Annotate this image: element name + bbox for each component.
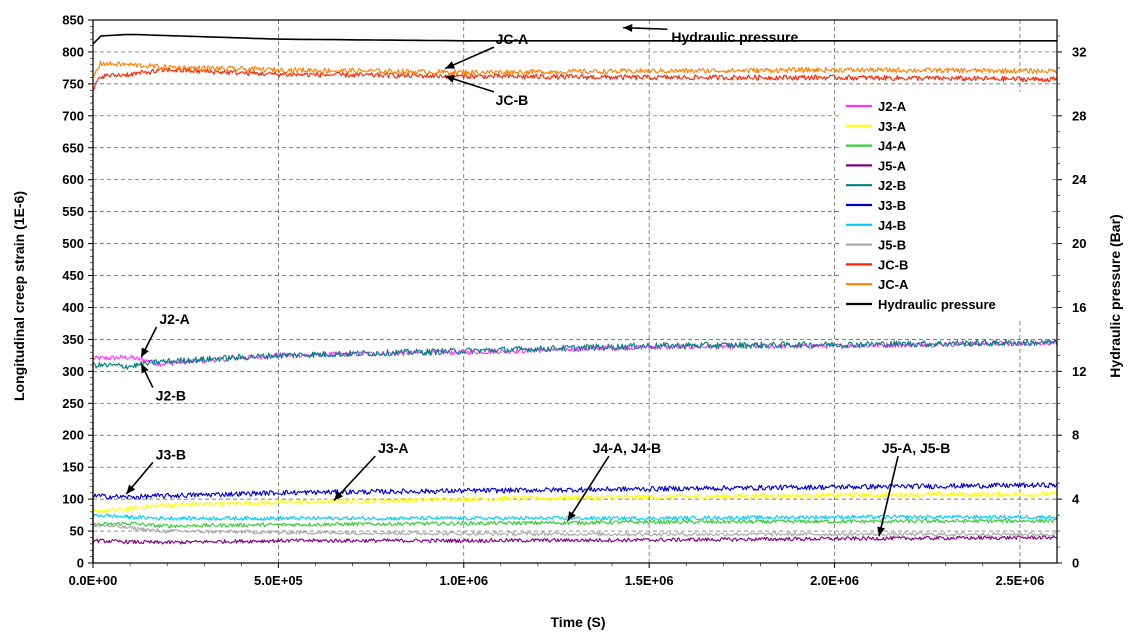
x-tick-label: 1.5E+06	[625, 573, 674, 588]
legend-label: J2-B	[878, 178, 906, 193]
annotation-label: J4-A, J4-B	[593, 440, 661, 456]
legend-label: J3-B	[878, 198, 906, 213]
annotation-arrowhead	[126, 484, 136, 495]
series-line-j3-b	[92, 482, 1058, 563]
annotation-label: J2-A	[159, 311, 189, 327]
annotation-label: J3-A	[378, 440, 408, 456]
annotation-label: JC-A	[496, 31, 529, 47]
annotation-arrowhead	[623, 23, 633, 32]
x-tick-label: 1.0E+06	[439, 573, 488, 588]
series-line-jc-a	[92, 60, 1058, 563]
annotation-arrow	[878, 455, 899, 537]
legend-label: J5-B	[878, 238, 906, 253]
y-tick-label: 600	[62, 172, 84, 187]
annotation-arrow	[333, 455, 376, 501]
y2-tick-label: 12	[1072, 364, 1086, 379]
legend-label: JC-A	[878, 277, 909, 292]
annotation-label: Hydraulic pressure	[671, 29, 798, 45]
axis-ticks: 0501001502002503003504004505005506006507…	[62, 13, 1087, 589]
legend-label: J2-A	[878, 99, 907, 114]
series-line-j4-a	[92, 518, 1058, 563]
annotation-arrowhead	[877, 526, 886, 537]
annotation-arrowhead	[141, 363, 149, 374]
series-line-j4-b	[92, 512, 1058, 563]
annotation-arrow	[566, 455, 610, 522]
annotation-arrowhead	[334, 491, 344, 501]
y-tick-label: 50	[70, 524, 84, 539]
x-axis-label: Time (S)	[551, 614, 606, 630]
annotation-label: J3-B	[156, 446, 186, 462]
legend-label: J5-A	[878, 158, 907, 173]
annotation-label: J2-B	[156, 388, 186, 404]
y-tick-label: 200	[62, 428, 84, 443]
y2-tick-label: 20	[1072, 236, 1086, 251]
y-tick-label: 400	[62, 300, 84, 315]
y2-tick-label: 32	[1072, 44, 1086, 59]
y-tick-label: 0	[77, 556, 84, 571]
y2-tick-label: 8	[1072, 428, 1079, 443]
series-line-j2-b	[92, 339, 1058, 563]
series-line-j5-a	[92, 535, 1058, 563]
annotation-label: J5-A, J5-B	[882, 440, 950, 456]
y2-tick-label: 0	[1072, 556, 1079, 571]
y-axis-label: Longitudinal creep strain (1E-6)	[11, 191, 27, 401]
annotation-label: JC-B	[496, 92, 529, 108]
series-lines	[92, 33, 1058, 563]
y-tick-label: 500	[62, 236, 84, 251]
annotation-arrowhead	[567, 511, 576, 521]
x-tick-label: 2.5E+06	[996, 573, 1045, 588]
y-tick-label: 750	[62, 76, 84, 91]
legend-label: JC-B	[878, 257, 908, 272]
y-tick-label: 250	[62, 396, 84, 411]
y-tick-label: 650	[62, 140, 84, 155]
series-line-hydraulic-pressure	[92, 33, 1057, 45]
y-tick-label: 350	[62, 332, 84, 347]
series-line-j2-a	[92, 339, 1058, 563]
y2-axis-label: Hydraulic pressure (Bar)	[1107, 214, 1123, 377]
legend-label: J3-A	[878, 119, 907, 134]
annotations: JC-A JC-B Hydraulic pressure J2-A J2-B J3-B J3…	[125, 23, 950, 537]
legend-label: Hydraulic pressure	[878, 297, 996, 312]
x-tick-label: 2.0E+06	[810, 573, 859, 588]
legend-background	[840, 92, 1050, 318]
y-tick-label: 800	[62, 44, 84, 59]
annotation-arrowhead	[445, 75, 456, 83]
y2-tick-label: 16	[1072, 300, 1086, 315]
y2-tick-label: 24	[1072, 172, 1087, 187]
y-tick-label: 700	[62, 108, 84, 123]
legend-label: J4-B	[878, 218, 906, 233]
y-tick-label: 150	[62, 460, 84, 475]
y-tick-label: 100	[62, 492, 84, 507]
x-tick-label: 0.0E+00	[69, 573, 118, 588]
y-tick-label: 850	[62, 13, 84, 28]
series-line-j3-a	[92, 491, 1058, 563]
y-tick-label: 550	[62, 204, 84, 219]
y-tick-label: 450	[62, 268, 84, 283]
annotation-arrowhead	[445, 61, 456, 69]
y2-tick-label: 4	[1072, 492, 1080, 507]
series-line-j5-b	[92, 522, 1058, 563]
legend: J2-A J3-A J4-A J5-A J2-B J3-B J4-B J5-B JC-B JC-A…	[840, 92, 1050, 318]
y2-tick-label: 28	[1072, 108, 1086, 123]
series-line-jc-b	[92, 67, 1058, 563]
legend-label: J4-A	[878, 139, 907, 154]
annotation-arrowhead	[141, 347, 149, 358]
y-tick-label: 300	[62, 364, 84, 379]
x-tick-label: 5.0E+05	[254, 573, 303, 588]
